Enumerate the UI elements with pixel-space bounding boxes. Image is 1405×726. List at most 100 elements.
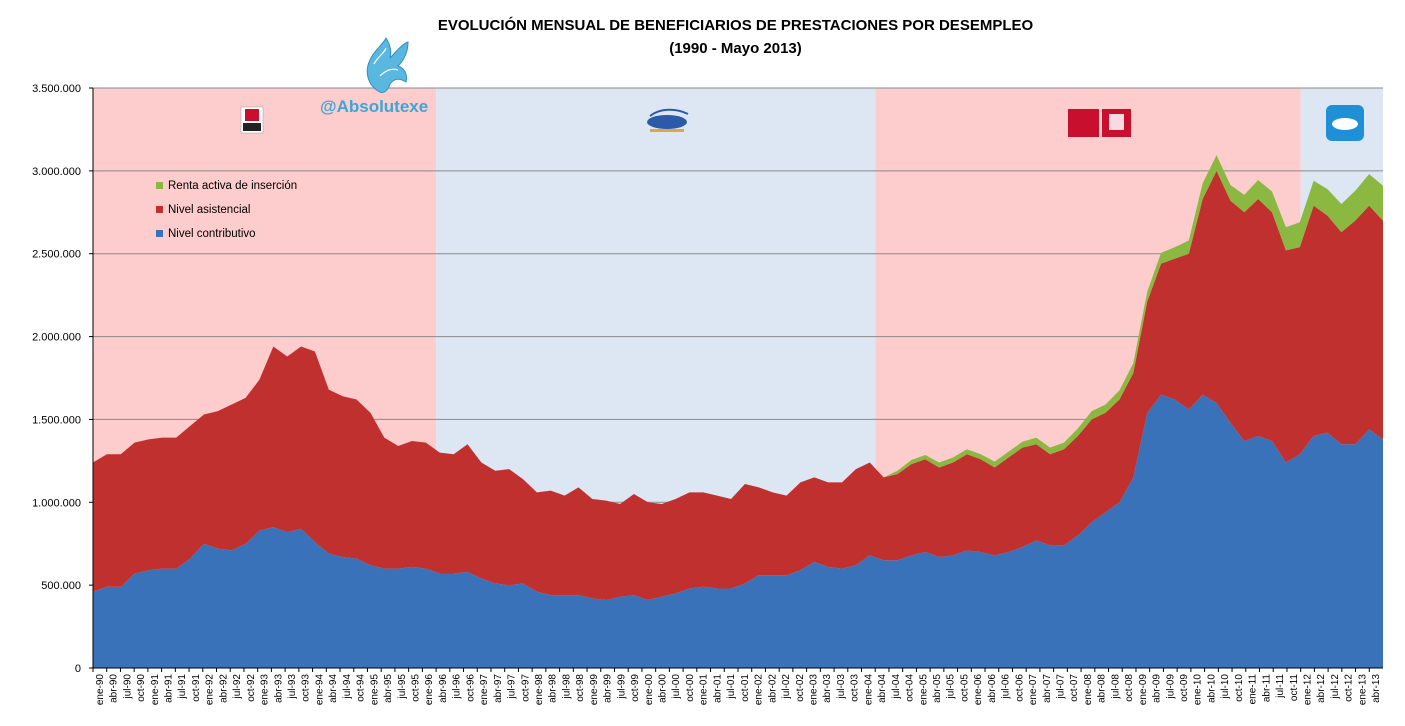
watermark-handle: @Absolutexe — [320, 97, 428, 116]
x-tick-label: abr-01 — [712, 674, 723, 703]
x-tick-label: oct-99 — [630, 674, 641, 702]
x-tick-label: ene-97 — [479, 674, 490, 706]
x-tick-label: oct-01 — [740, 674, 751, 702]
x-axis: ene-90 abr-90 jul-90 oct-90 ene-91 abr-91 jul-… — [92, 667, 1383, 706]
x-tick-label: abr-96 — [438, 674, 449, 703]
x-tick-label: jul-99 — [616, 674, 627, 700]
x-tick-label: abr-99 — [603, 674, 614, 703]
x-tick-label: oct-09 — [1179, 674, 1190, 702]
chart-title: EVOLUCIÓN MENSUAL DE BENEFICIARIOS DE PR… — [437, 17, 1034, 34]
x-tick-label: ene-91 — [150, 674, 161, 706]
x-tick-label: jul-90 — [122, 674, 133, 700]
area-series-2 — [93, 155, 1383, 504]
x-tick-label: jul-04 — [891, 674, 902, 700]
x-tick-label: oct-93 — [301, 674, 312, 702]
x-tick-label: abr-09 — [1152, 674, 1163, 703]
x-tick-label: ene-12 — [1303, 674, 1314, 706]
legend-label: Renta activa de inserción — [168, 180, 297, 192]
x-tick-label: abr-94 — [328, 674, 339, 703]
x-tick-label: oct-95 — [411, 674, 422, 702]
x-tick-label: ene-96 — [424, 674, 435, 706]
x-tick-label: oct-94 — [356, 674, 367, 702]
x-tick-label: jul-01 — [726, 674, 737, 700]
x-tick-label: jul-08 — [1110, 674, 1121, 700]
x-tick-label: ene-11 — [1248, 674, 1259, 705]
x-tick-label: oct-08 — [1124, 674, 1135, 702]
legend-swatch — [156, 206, 163, 213]
x-tick-label: ene-03 — [808, 674, 819, 706]
x-tick-label: abr-90 — [109, 674, 120, 703]
x-tick-label: abr-97 — [493, 674, 504, 703]
pp-logo-icon — [1326, 105, 1364, 141]
x-tick-label: ene-95 — [369, 674, 380, 706]
stacked-areas — [93, 155, 1383, 668]
area-series-0 — [93, 394, 1383, 668]
x-tick-label: oct-05 — [959, 674, 970, 702]
y-tick-label: 0 — [75, 663, 81, 675]
pp-logo-icon — [647, 108, 689, 132]
x-tick-label: oct-00 — [685, 674, 696, 702]
x-tick-label: ene-05 — [918, 674, 929, 706]
x-tick-label: abr-92 — [218, 674, 229, 703]
absolutexe-logo-icon — [366, 37, 409, 93]
x-tick-label: ene-01 — [699, 674, 710, 706]
x-tick-label: oct-06 — [1014, 674, 1025, 702]
x-tick-label: jul-06 — [1001, 674, 1012, 700]
legend-label: Nivel contributivo — [168, 228, 256, 240]
x-tick-label: ene-00 — [644, 674, 655, 706]
x-tick-label: jul-93 — [287, 674, 298, 700]
y-tick-label: 3.500.000 — [32, 83, 81, 95]
x-tick-label: abr-98 — [548, 674, 559, 703]
x-tick-label: ene-94 — [314, 674, 325, 706]
x-tick-label: abr-02 — [767, 674, 778, 703]
x-tick-label: jul-05 — [946, 674, 957, 700]
x-tick-label: ene-99 — [589, 674, 600, 706]
x-tick-label: oct-98 — [575, 674, 586, 702]
x-tick-label: ene-06 — [973, 674, 984, 706]
y-tick-label: 3.000.000 — [32, 166, 81, 178]
x-tick-label: abr-12 — [1316, 674, 1327, 703]
x-tick-label: jul-94 — [342, 674, 353, 700]
x-tick-label: jul-91 — [177, 674, 188, 700]
x-tick-label: ene-90 — [95, 674, 106, 706]
x-tick-label: oct-92 — [246, 674, 257, 702]
x-tick-label: oct-96 — [465, 674, 476, 702]
x-tick-label: abr-07 — [1042, 674, 1053, 703]
area-series-1 — [93, 170, 1383, 601]
x-tick-label: ene-07 — [1028, 674, 1039, 706]
legend-swatch — [156, 230, 163, 237]
x-tick-label: jul-98 — [561, 674, 572, 700]
y-tick-label: 1.500.000 — [32, 414, 81, 426]
x-tick-label: oct-91 — [191, 674, 202, 702]
x-tick-label: abr-91 — [163, 674, 174, 703]
x-tick-label: abr-06 — [987, 674, 998, 703]
x-tick-label: jul-92 — [232, 674, 243, 700]
x-tick-label: jul-02 — [781, 674, 792, 700]
psoe-logo-icon — [1068, 109, 1131, 137]
x-tick-label: ene-04 — [863, 674, 874, 706]
y-tick-label: 2.000.000 — [32, 332, 81, 344]
x-tick-label: abr-00 — [658, 674, 669, 703]
legend-swatch — [156, 182, 163, 189]
x-tick-label: ene-92 — [205, 674, 216, 706]
chart-subtitle: (1990 - Mayo 2013) — [669, 40, 802, 57]
x-tick-label: jul-11 — [1275, 674, 1286, 699]
x-tick-label: jul-95 — [397, 674, 408, 700]
x-tick-label: jul-00 — [671, 674, 682, 700]
x-tick-label: jul-12 — [1330, 674, 1341, 700]
legend: Renta activa de inserción Nivel asistenci… — [156, 180, 297, 240]
party-logos — [240, 105, 1364, 141]
x-tick-label: jul-97 — [507, 674, 518, 700]
x-tick-label: jul-07 — [1056, 674, 1067, 700]
x-tick-label: abr-10 — [1206, 674, 1217, 703]
x-tick-label: jul-03 — [836, 674, 847, 700]
y-axis: 0 500.000 1.000.000 1.500.000 2.000.000 2.500… — [32, 83, 94, 675]
x-tick-label: abr-11 — [1261, 674, 1272, 703]
psoe-logo-icon — [240, 106, 264, 134]
x-tick-label: oct-90 — [136, 674, 147, 702]
y-tick-label: 500.000 — [41, 580, 81, 592]
x-tick-label: oct-07 — [1069, 674, 1080, 702]
y-tick-label: 2.500.000 — [32, 249, 81, 261]
x-tick-label: abr-95 — [383, 674, 394, 703]
